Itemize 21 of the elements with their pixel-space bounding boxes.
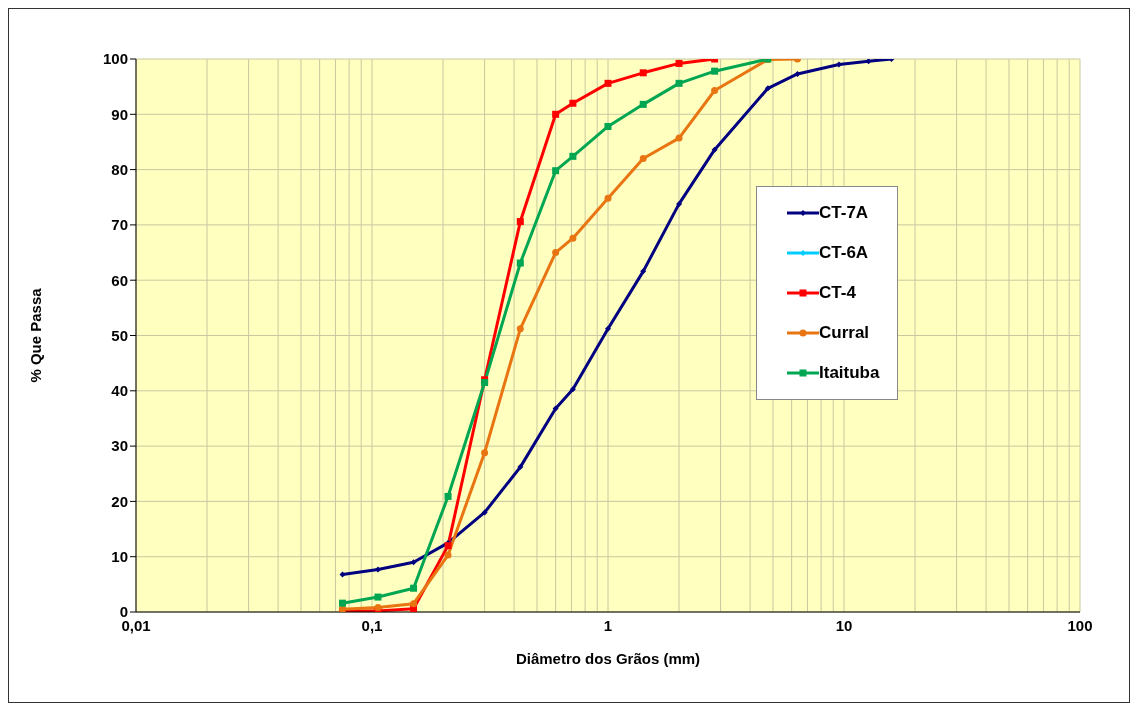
x-tick-label: 0,1: [361, 616, 383, 634]
y-tick-label: 90: [111, 105, 128, 123]
x-tick-label: 10: [835, 616, 853, 634]
y-tick-label: 60: [111, 271, 128, 289]
y-tick-label: 10: [111, 548, 128, 566]
legend-label: CT-7A: [819, 203, 869, 223]
legend-label: CT-6A: [819, 243, 869, 263]
y-tick-label: 20: [111, 492, 128, 510]
y-tick-label: 30: [111, 437, 128, 455]
y-tick-label: 40: [111, 382, 128, 400]
y-tick-label: 80: [111, 160, 128, 178]
y-tick-label: 70: [111, 216, 128, 234]
x-tick-label: 1: [603, 616, 613, 634]
legend-label: Curral: [819, 323, 870, 343]
legend-label: Itaituba: [819, 363, 880, 383]
y-tick-label: 100: [102, 50, 128, 68]
x-tick-label: 100: [1067, 616, 1093, 634]
x-axis-title: Diâmetro dos Grãos (mm): [515, 650, 701, 667]
legend-label: CT-4: [819, 283, 856, 303]
y-axis-title: % Que Passa: [27, 287, 45, 383]
y-tick-label: 50: [111, 326, 128, 344]
